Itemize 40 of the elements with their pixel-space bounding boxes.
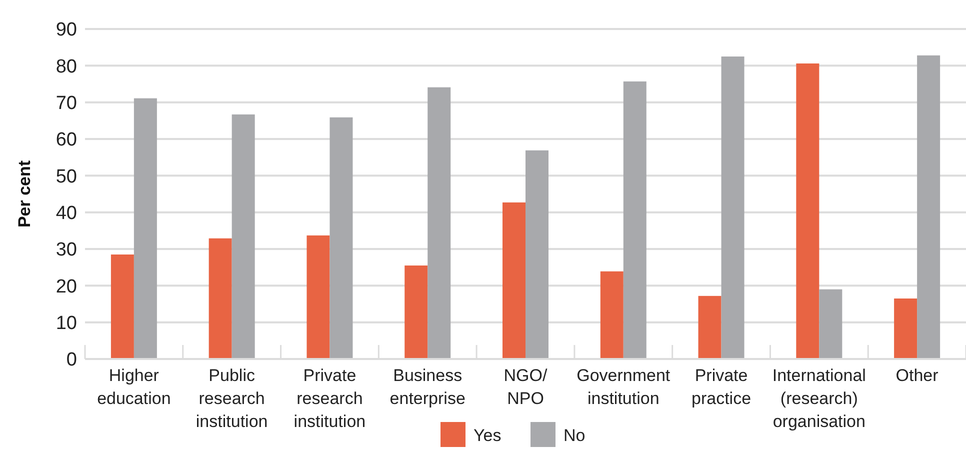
x-tick-label: Business enterprise <box>390 366 466 408</box>
x-tick-label: Private practice <box>692 366 752 408</box>
bar <box>330 117 353 359</box>
bar <box>404 266 428 359</box>
bar <box>428 87 451 359</box>
x-tick-label: Private research institution <box>294 366 366 431</box>
y-tick-label: 30 <box>56 240 77 261</box>
bar <box>526 150 548 359</box>
x-tick-label: Government institution <box>576 366 670 408</box>
bar <box>894 298 918 359</box>
x-tick-label: Higher education <box>97 366 171 408</box>
bar <box>623 81 646 359</box>
y-tick-label: 90 <box>56 20 77 41</box>
x-tick-label: NGO/NPO <box>504 366 548 408</box>
y-tick-label: 70 <box>56 92 77 114</box>
legend-label: Yes <box>474 426 502 445</box>
x-tick-label: Other <box>896 366 939 385</box>
y-axis-title: Per cent <box>15 160 34 228</box>
bar <box>917 55 940 359</box>
bar <box>208 238 232 359</box>
bar <box>306 235 330 359</box>
x-tick-label: Public research institution <box>196 366 268 431</box>
legend-label: No <box>564 426 586 445</box>
y-tick-label: 80 <box>56 56 77 78</box>
bar <box>721 56 744 359</box>
y-tick-label: 60 <box>56 130 77 151</box>
y-tick-label: 40 <box>56 202 77 224</box>
x-tick-label: International (research) organisation <box>772 366 866 431</box>
bar <box>698 296 722 359</box>
bar <box>134 98 157 359</box>
bar <box>502 202 526 359</box>
bar <box>819 289 842 359</box>
y-tick-label: 0 <box>66 350 77 371</box>
y-tick-label: 10 <box>56 312 77 334</box>
bar <box>232 114 255 359</box>
bar <box>796 63 820 359</box>
bar <box>110 254 134 359</box>
y-tick-label: 20 <box>56 276 77 298</box>
y-tick-label: 50 <box>56 166 77 188</box>
bar <box>600 271 624 359</box>
